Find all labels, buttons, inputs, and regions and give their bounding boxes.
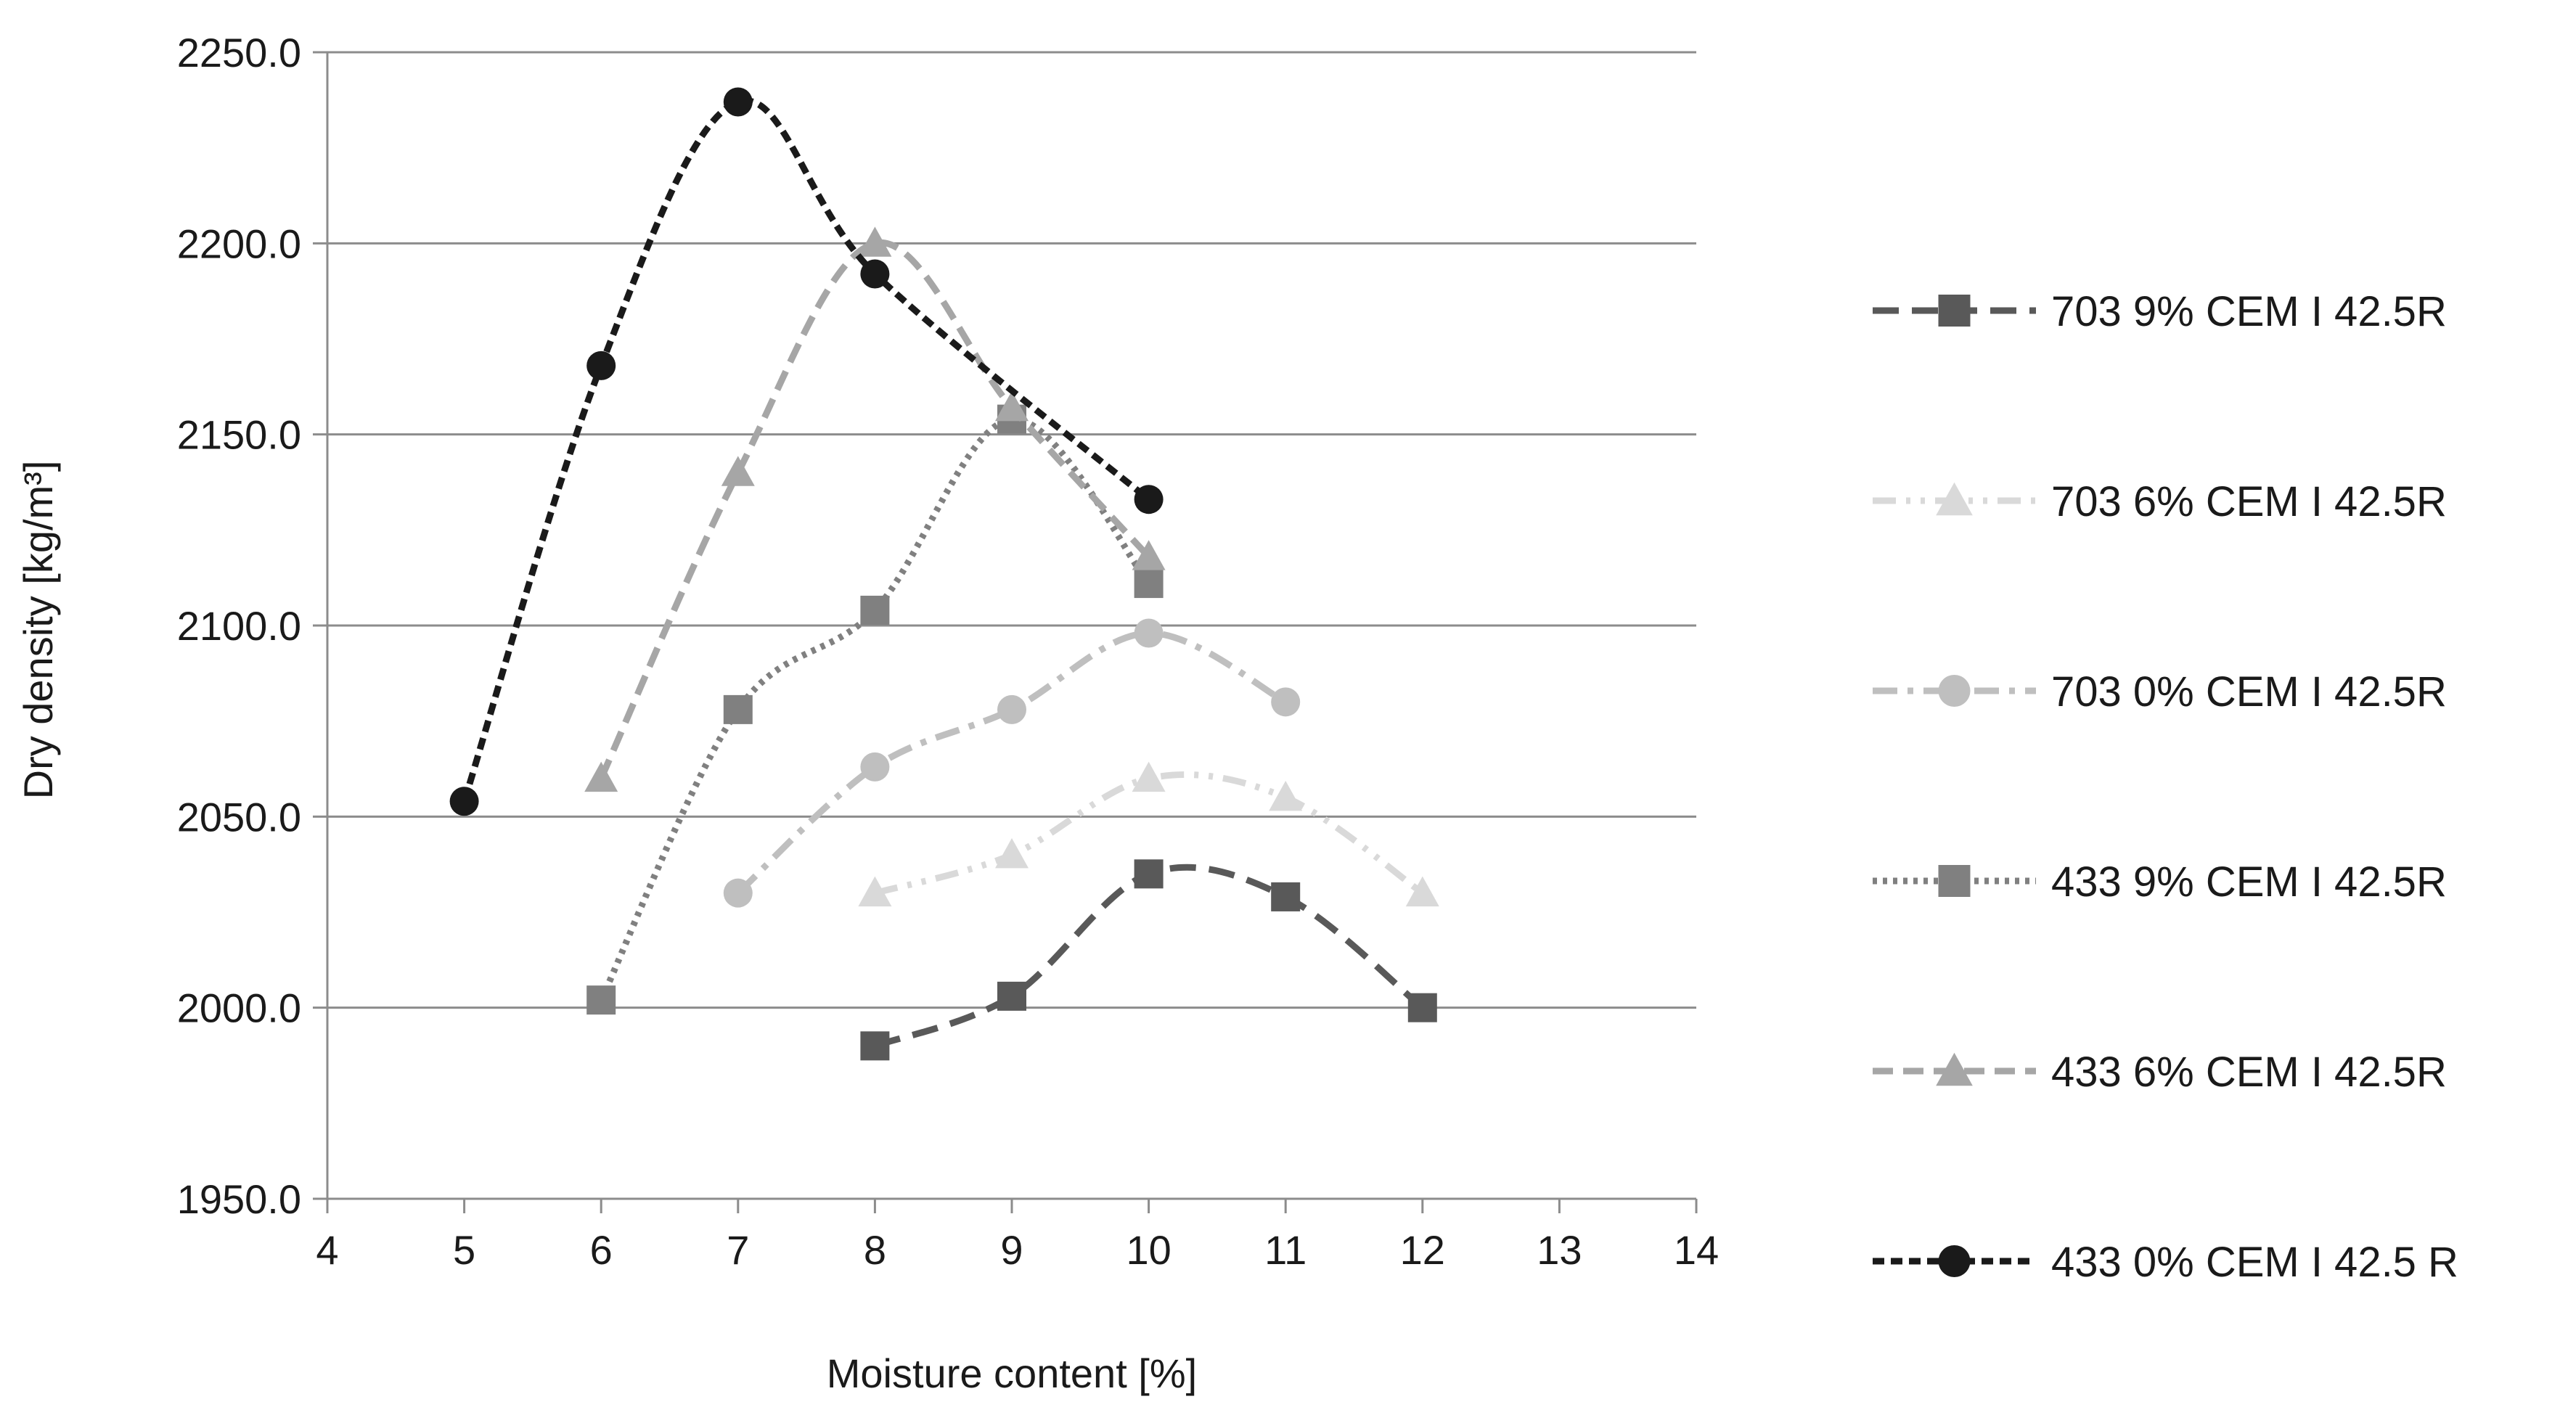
x-tick-labels: 4 5 6 7 8 9 10 11 12 13 14 bbox=[316, 1227, 1719, 1273]
data-point bbox=[995, 838, 1029, 869]
data-point bbox=[586, 985, 616, 1015]
data-point bbox=[1134, 859, 1164, 889]
y-axis-label: Dry density [kg/m³] bbox=[15, 461, 61, 800]
x-tick-label: 11 bbox=[1264, 1227, 1307, 1273]
data-point bbox=[723, 694, 753, 724]
data-point bbox=[860, 595, 890, 625]
x-tick-label: 6 bbox=[590, 1227, 613, 1273]
legend-marker bbox=[1938, 295, 1971, 327]
legend-label: 703 0% CEM I 42.5R bbox=[2051, 668, 2447, 715]
x-tick-label: 5 bbox=[453, 1227, 475, 1273]
data-point bbox=[1405, 876, 1439, 907]
legend-marker bbox=[1936, 482, 1973, 516]
data-point bbox=[1134, 485, 1164, 514]
series-line-3 bbox=[735, 630, 1288, 895]
y-tick-label: 1950.0 bbox=[177, 1176, 301, 1222]
legend: 703 9% CEM I 42.5R 703 6% CEM I 42.5R 703 … bbox=[1873, 288, 2458, 1286]
data-point bbox=[997, 694, 1026, 724]
x-tick-label: 7 bbox=[727, 1227, 749, 1273]
data-point bbox=[723, 878, 753, 908]
data-point bbox=[1132, 540, 1166, 570]
x-tick-label: 14 bbox=[1674, 1227, 1719, 1273]
series-line-1 bbox=[873, 864, 1425, 1049]
axes bbox=[313, 51, 1698, 1213]
y-tick-labels: 1950.0 2000.0 2050.0 2100.0 2150.0 2200.0 2250… bbox=[177, 30, 301, 1222]
legend-entry-2: 703 6% CEM I 42.5R bbox=[1873, 478, 2447, 525]
data-point bbox=[860, 259, 890, 289]
legend-marker bbox=[1936, 1052, 1973, 1086]
legend-entry-1: 703 9% CEM I 42.5R bbox=[1873, 288, 2447, 335]
x-tick-label: 12 bbox=[1400, 1227, 1445, 1273]
x-tick-label: 8 bbox=[864, 1227, 886, 1273]
data-point bbox=[995, 390, 1029, 422]
plot-area-series bbox=[449, 87, 1439, 1061]
data-point bbox=[1271, 882, 1301, 911]
x-tick-label: 10 bbox=[1126, 1227, 1171, 1273]
series-line-5 bbox=[598, 239, 1151, 780]
legend-label: 703 9% CEM I 42.5R bbox=[2051, 288, 2447, 335]
legend-entry-6: 433 0% CEM I 42.5 R bbox=[1873, 1239, 2458, 1286]
legend-entry-4: 433 9% CEM I 42.5R bbox=[1873, 858, 2447, 906]
legend-marker bbox=[1938, 1245, 1971, 1277]
data-point bbox=[449, 787, 479, 816]
x-tick-label: 13 bbox=[1537, 1227, 1582, 1273]
y-tick-label: 2000.0 bbox=[177, 985, 301, 1031]
data-point bbox=[1269, 781, 1303, 811]
data-point bbox=[586, 350, 616, 380]
data-point bbox=[584, 761, 618, 792]
x-tick-label: 9 bbox=[1000, 1227, 1023, 1273]
data-point bbox=[860, 752, 890, 782]
y-tick-label: 2250.0 bbox=[177, 30, 301, 75]
legend-label: 703 6% CEM I 42.5R bbox=[2051, 478, 2447, 525]
data-point bbox=[997, 981, 1026, 1011]
data-point bbox=[858, 876, 892, 907]
data-point bbox=[1271, 687, 1301, 717]
legend-label: 433 0% CEM I 42.5 R bbox=[2051, 1239, 2458, 1286]
legend-marker bbox=[1938, 675, 1971, 707]
gridlines bbox=[327, 51, 1696, 1200]
data-point bbox=[860, 1031, 890, 1061]
series-line-4 bbox=[598, 416, 1152, 1002]
data-point bbox=[858, 226, 892, 257]
legend-entry-3: 703 0% CEM I 42.5R bbox=[1873, 668, 2447, 715]
y-tick-label: 2100.0 bbox=[177, 603, 301, 649]
y-tick-label: 2200.0 bbox=[177, 221, 301, 266]
data-point bbox=[721, 456, 755, 486]
data-point bbox=[723, 87, 753, 117]
legend-label: 433 6% CEM I 42.5R bbox=[2051, 1049, 2447, 1096]
y-tick-label: 2150.0 bbox=[177, 412, 301, 458]
legend-label: 433 9% CEM I 42.5R bbox=[2051, 858, 2447, 906]
series-line-6 bbox=[461, 97, 1151, 803]
data-point bbox=[1134, 569, 1164, 599]
legend-entry-5: 433 6% CEM I 42.5R bbox=[1873, 1049, 2447, 1096]
data-point bbox=[1407, 993, 1437, 1022]
x-axis-label: Moisture content [%] bbox=[827, 1350, 1197, 1396]
x-tick-label: 4 bbox=[316, 1227, 338, 1273]
data-point bbox=[1132, 761, 1166, 792]
legend-marker bbox=[1938, 865, 1971, 897]
data-point bbox=[1134, 618, 1164, 648]
y-tick-label: 2050.0 bbox=[177, 794, 301, 840]
